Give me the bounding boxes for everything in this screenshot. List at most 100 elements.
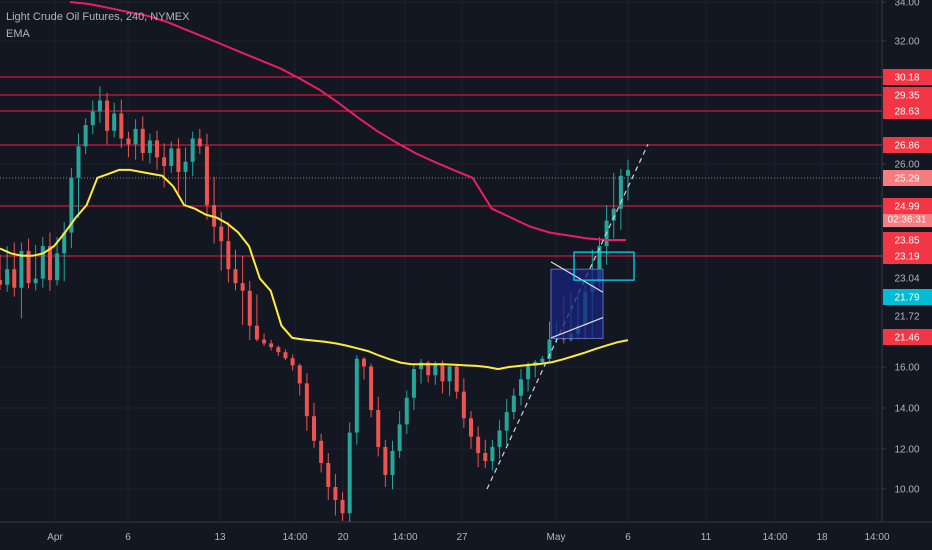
candle-body — [233, 269, 238, 284]
candle-body — [419, 362, 424, 370]
x-tick-label: 13 — [214, 532, 226, 543]
ema-fast-line — [0, 168, 629, 371]
price-label-bg — [883, 69, 932, 85]
price-label-bg — [883, 137, 932, 153]
x-tick-label: 14:00 — [762, 532, 787, 543]
price-level-label: 28.63 — [894, 107, 919, 118]
candle-body — [326, 463, 331, 487]
candle-body — [176, 148, 181, 172]
candle-body — [226, 241, 231, 270]
candle-body — [283, 352, 288, 359]
candle-body — [433, 364, 438, 376]
candle-body — [162, 157, 167, 166]
price-label-bg — [883, 211, 932, 228]
last-price-label: 25.29 — [894, 174, 919, 185]
candle-body — [454, 366, 459, 392]
price-level-label: 29.35 — [894, 91, 919, 102]
candle-body — [69, 177, 74, 233]
candle-body — [361, 358, 366, 367]
candle-body — [397, 424, 402, 451]
price-label-bg — [883, 87, 932, 103]
candle-body — [540, 358, 545, 363]
y-tick-label: 26.00 — [894, 160, 919, 171]
candle-body — [204, 146, 209, 206]
flag-upper-line — [550, 261, 604, 293]
price-level-label: 21.79 — [894, 293, 919, 304]
ema-lines — [0, 1, 629, 371]
candle-body — [254, 325, 259, 340]
price-level-label: 23.19 — [894, 252, 919, 263]
candle-body — [262, 339, 267, 344]
candle-body — [383, 446, 388, 475]
breakout-box — [573, 251, 635, 281]
x-tick-label: 14:00 — [864, 532, 889, 543]
candle-body — [76, 146, 81, 178]
candle-body — [319, 440, 324, 463]
candle-body — [219, 226, 224, 242]
candle-body — [97, 100, 102, 112]
candle-body — [197, 138, 202, 147]
candle-body — [155, 140, 159, 158]
x-tick-label: 11 — [701, 532, 712, 543]
candle-body — [269, 343, 274, 348]
candle-body — [5, 269, 10, 285]
x-tick-label: 18 — [816, 532, 828, 543]
price-level-label: 24.99 — [894, 202, 919, 213]
ema-slow-line — [69, 1, 626, 241]
candle-body — [140, 128, 145, 153]
x-tick-label: May — [547, 532, 566, 543]
candle-body — [297, 365, 302, 384]
candle-body — [597, 246, 602, 282]
x-tick-label: 20 — [337, 532, 349, 543]
x-tick-label: 27 — [456, 532, 468, 543]
candle-body — [333, 487, 338, 500]
candle-body — [426, 362, 431, 376]
candle-body — [497, 430, 502, 447]
horizontal-levels — [0, 76, 882, 257]
candle-body — [461, 391, 466, 419]
candle-body — [618, 175, 623, 209]
price-level-label: 23.85 — [894, 236, 919, 247]
candlesticks — [0, 86, 630, 522]
candle-body — [376, 410, 381, 447]
y-tick-label: 10.00 — [894, 485, 919, 496]
y-tick-label: 32.00 — [894, 37, 919, 48]
candle-body — [304, 383, 309, 417]
y-tick-label: 14.00 — [894, 404, 919, 415]
candle-body — [62, 232, 67, 254]
candle-body — [369, 366, 374, 411]
price-level-label: 21.46 — [894, 333, 919, 344]
price-axis[interactable]: 34.00 32.00 26.00 16.00 14.00 12.00 10.00 30.18… — [882, 0, 932, 496]
candle-body — [476, 436, 481, 453]
candle-body — [440, 364, 445, 382]
candle-body — [354, 358, 359, 433]
candle-body — [526, 365, 531, 380]
candle-body — [504, 412, 509, 431]
chart-grid — [0, 0, 932, 523]
chart-title: Light Crude Oil Futures, 240, NYMEX — [6, 11, 190, 23]
price-level-label: 23.04 — [894, 274, 919, 285]
candle-body — [347, 432, 352, 514]
indicator-label[interactable]: EMA — [6, 28, 30, 40]
price-level-label: 30.18 — [894, 73, 919, 84]
y-tick-label: 16.00 — [894, 363, 919, 374]
flag-lower-line — [550, 317, 604, 339]
candle-body — [390, 451, 395, 475]
price-label-bg — [883, 248, 932, 264]
candle-body — [112, 113, 117, 131]
candle-body — [247, 290, 252, 326]
candle-body — [12, 269, 17, 288]
candle-body — [312, 416, 316, 441]
candle-body — [190, 138, 195, 162]
candle-body — [183, 161, 188, 172]
candle-body — [47, 246, 52, 281]
candle-body — [490, 446, 495, 461]
time-axis[interactable]: Apr 6 13 14:00 20 14:00 27 May 6 11 14:00 18 14:00 — [47, 532, 890, 543]
candle-body — [290, 358, 295, 366]
candle-body — [133, 128, 138, 145]
price-label-bg — [883, 289, 932, 305]
x-tick-label: 6 — [625, 532, 631, 543]
price-level-label: 26.86 — [894, 141, 919, 152]
candle-body — [33, 278, 38, 284]
